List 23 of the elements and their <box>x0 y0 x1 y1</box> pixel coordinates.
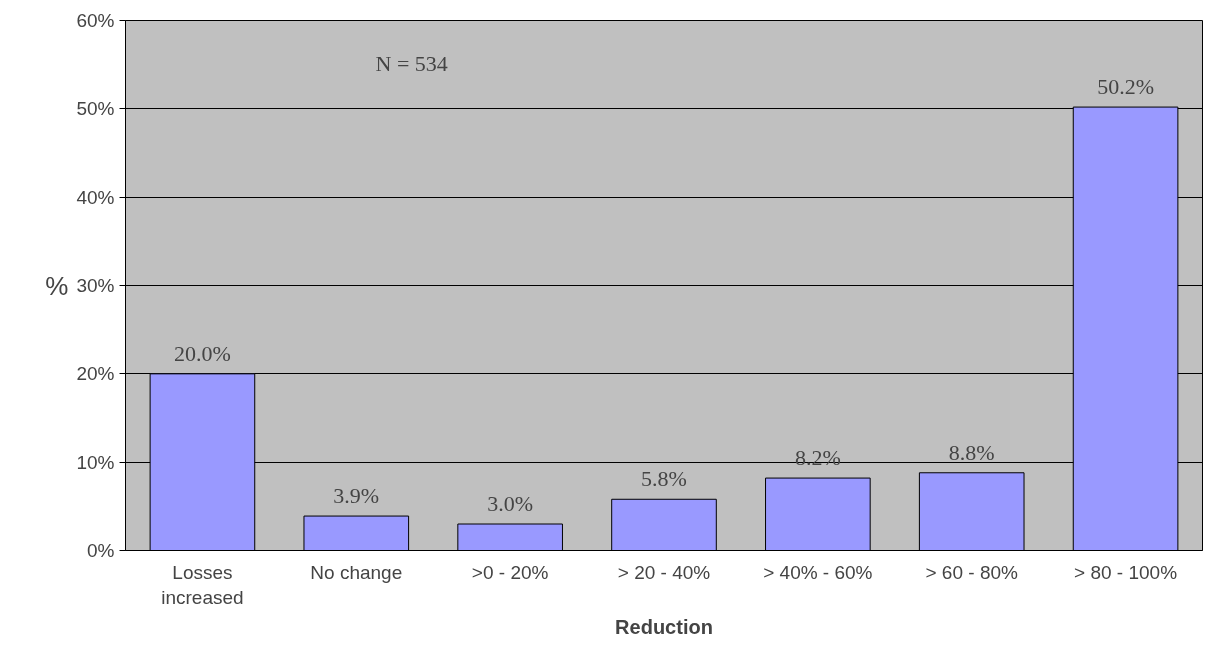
y-tick-label: 0% <box>87 540 115 561</box>
y-axis-title: % <box>45 270 69 301</box>
data-label: 3.9% <box>333 483 380 509</box>
y-tick-label: 60% <box>76 10 115 31</box>
y-tick-label: 50% <box>76 98 115 120</box>
data-label: 20.0% <box>174 340 231 366</box>
annotation: N = 534 <box>375 50 448 76</box>
x-tick-label: > 20 - 40% <box>617 561 711 583</box>
data-label: 8.8% <box>948 439 995 465</box>
x-tick-label: No change <box>310 561 403 583</box>
x-tick-label: > 40% - 60% <box>763 561 873 583</box>
data-label: 50.2% <box>1097 74 1154 100</box>
x-tick-label: > 80 - 100% <box>1074 561 1178 583</box>
data-label: 3.0% <box>487 491 534 516</box>
y-tick-label: 30% <box>76 275 115 296</box>
y-tick-label: 40% <box>76 186 115 208</box>
data-label: 5.8% <box>641 466 687 492</box>
x-tick-label: Losses increased <box>161 561 244 608</box>
y-tick-label: 20% <box>76 363 115 385</box>
x-axis-title: Reduction <box>615 615 713 638</box>
y-tick-label: 10% <box>76 451 115 473</box>
x-tick-label: > 60 - 80% <box>925 561 1019 583</box>
x-tick-label: >0 - 20% <box>471 561 549 583</box>
